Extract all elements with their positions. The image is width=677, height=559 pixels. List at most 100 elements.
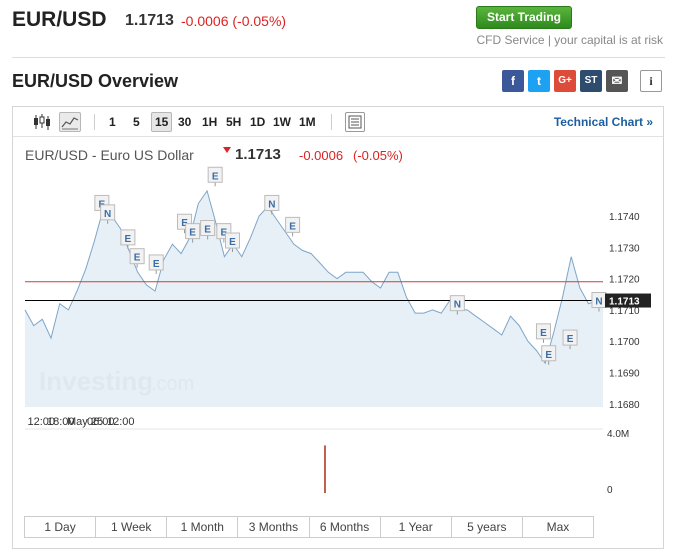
start-trading-button[interactable]: Start Trading	[476, 6, 572, 29]
price-area	[25, 190, 603, 407]
event-marker-label: E	[545, 350, 552, 361]
toolbar-divider	[94, 114, 95, 130]
event-marker-box	[541, 345, 557, 362]
event-marker-box	[562, 329, 578, 346]
event-marker: E	[200, 220, 216, 240]
event-marker-box	[185, 223, 201, 240]
event-marker-box	[535, 323, 551, 340]
y-tick-label: 1.1710	[609, 306, 640, 317]
event-marker-box	[129, 248, 145, 265]
range-selector: 1 Day 1 Week 1 Month 3 Months 6 Months 1…	[24, 516, 594, 538]
event-marker-label: E	[134, 253, 141, 264]
info-icon[interactable]: i	[640, 70, 662, 92]
x-tick-label: May 25	[67, 416, 103, 428]
range-max[interactable]: Max	[546, 520, 570, 534]
overview-title: EUR/USD Overview	[12, 71, 179, 91]
timeframe-1w[interactable]: 1W	[273, 115, 291, 129]
instrument-price: 1.1713	[235, 146, 281, 163]
stocktwits-icon[interactable]: ST	[580, 70, 602, 92]
event-marker: N	[100, 204, 116, 224]
header-pair: EUR/USD	[12, 8, 107, 31]
event-marker-box	[285, 216, 301, 233]
current-price-tag-label: 1.1713	[609, 297, 640, 308]
cfd-notice: CFD Service | your capital is at risk	[476, 33, 664, 47]
event-marker-box	[207, 166, 223, 183]
event-marker: N	[449, 295, 465, 315]
event-marker-label: E	[220, 228, 227, 239]
range-6-months[interactable]: 6 Months	[310, 517, 381, 537]
event-marker: E	[148, 254, 164, 274]
event-marker-label: E	[229, 237, 236, 248]
event-marker-label: E	[125, 234, 132, 245]
event-marker-label: E	[212, 171, 219, 182]
y-tick-label: 1.1730	[609, 243, 640, 254]
event-marker-label: E	[567, 334, 574, 345]
toolbar-divider	[331, 114, 332, 130]
down-arrow-icon	[223, 147, 231, 153]
range-5-years[interactable]: 5 years	[452, 517, 523, 537]
chart-toolbar: 1 5 15 30 1H 5H 1D 1W 1M Technical Chart…	[13, 107, 663, 137]
header-change: -0.0006 (-0.05%)	[181, 13, 287, 29]
event-marker-label: E	[289, 221, 296, 232]
timeframe-5h[interactable]: 5H	[226, 115, 242, 129]
event-marker: E	[562, 329, 578, 350]
range-1-day[interactable]: 1 Day	[25, 517, 97, 537]
event-marker-label: N	[454, 300, 461, 311]
range-1-month[interactable]: 1 Month	[167, 517, 239, 537]
candlestick-icon[interactable]	[31, 112, 53, 132]
event-marker-box	[148, 254, 164, 271]
event-marker: E	[535, 323, 551, 343]
volume-label-top: 4.0M	[607, 429, 629, 440]
event-marker: E	[185, 223, 201, 243]
document-icon[interactable]	[345, 112, 365, 132]
timeframe-5[interactable]: 5	[133, 115, 140, 129]
event-marker-box	[449, 295, 465, 312]
instrument-change: -0.0006	[299, 148, 344, 163]
event-marker: E	[541, 345, 557, 365]
event-marker: E	[120, 229, 136, 249]
technical-chart-link[interactable]: Technical Chart »	[553, 115, 653, 129]
event-marker-label: E	[540, 328, 547, 339]
header-price: 1.1713	[125, 12, 174, 29]
event-marker-label: E	[181, 218, 188, 229]
price-chart: Investing.comENEEEEEEEEENENEEEN1.17401.1…	[24, 166, 651, 496]
timeframe-15[interactable]: 15	[151, 112, 173, 132]
instrument-percent: (-0.05%)	[353, 148, 403, 163]
timeframe-1[interactable]: 1	[109, 115, 116, 129]
timeframe-30[interactable]: 30	[178, 115, 192, 129]
event-marker-label: E	[153, 259, 160, 270]
timeframe-1h[interactable]: 1H	[202, 115, 218, 129]
area-chart-icon[interactable]	[59, 112, 81, 132]
event-marker-box	[225, 232, 241, 249]
event-marker: N	[264, 194, 280, 215]
event-marker: E	[207, 166, 223, 187]
y-tick-label: 1.1720	[609, 275, 640, 286]
event-marker: E	[129, 248, 145, 268]
google-plus-icon[interactable]: G+	[554, 70, 576, 92]
header-divider	[12, 57, 665, 58]
volume-bar	[323, 445, 326, 493]
event-marker-label: E	[204, 225, 211, 236]
facebook-icon[interactable]: f	[502, 70, 524, 92]
event-marker-label: N	[268, 199, 275, 210]
x-tick-label: 12:00	[28, 416, 56, 428]
x-tick-label: 18:00	[47, 416, 75, 428]
email-icon[interactable]: ✉	[606, 70, 628, 92]
event-marker-label: N	[104, 209, 111, 220]
instrument-name: EUR/USD - Euro US Dollar	[25, 147, 194, 163]
volume-label-bottom: 0	[607, 485, 613, 496]
y-tick-label: 1.1680	[609, 400, 640, 411]
event-marker-label: N	[595, 297, 602, 308]
range-3-months[interactable]: 3 Months	[238, 517, 310, 537]
event-marker: E	[225, 232, 241, 253]
timeframe-1m[interactable]: 1M	[299, 115, 316, 129]
event-marker-label: E	[189, 228, 196, 239]
event-marker-box	[120, 229, 136, 246]
y-tick-label: 1.1740	[609, 212, 640, 223]
event-marker-box	[100, 204, 116, 221]
current-price-tag	[605, 293, 651, 308]
range-1-year[interactable]: 1 Year	[381, 517, 452, 537]
twitter-icon[interactable]: t	[528, 70, 550, 92]
range-1-week[interactable]: 1 Week	[96, 517, 168, 537]
timeframe-1d[interactable]: 1D	[250, 115, 266, 129]
